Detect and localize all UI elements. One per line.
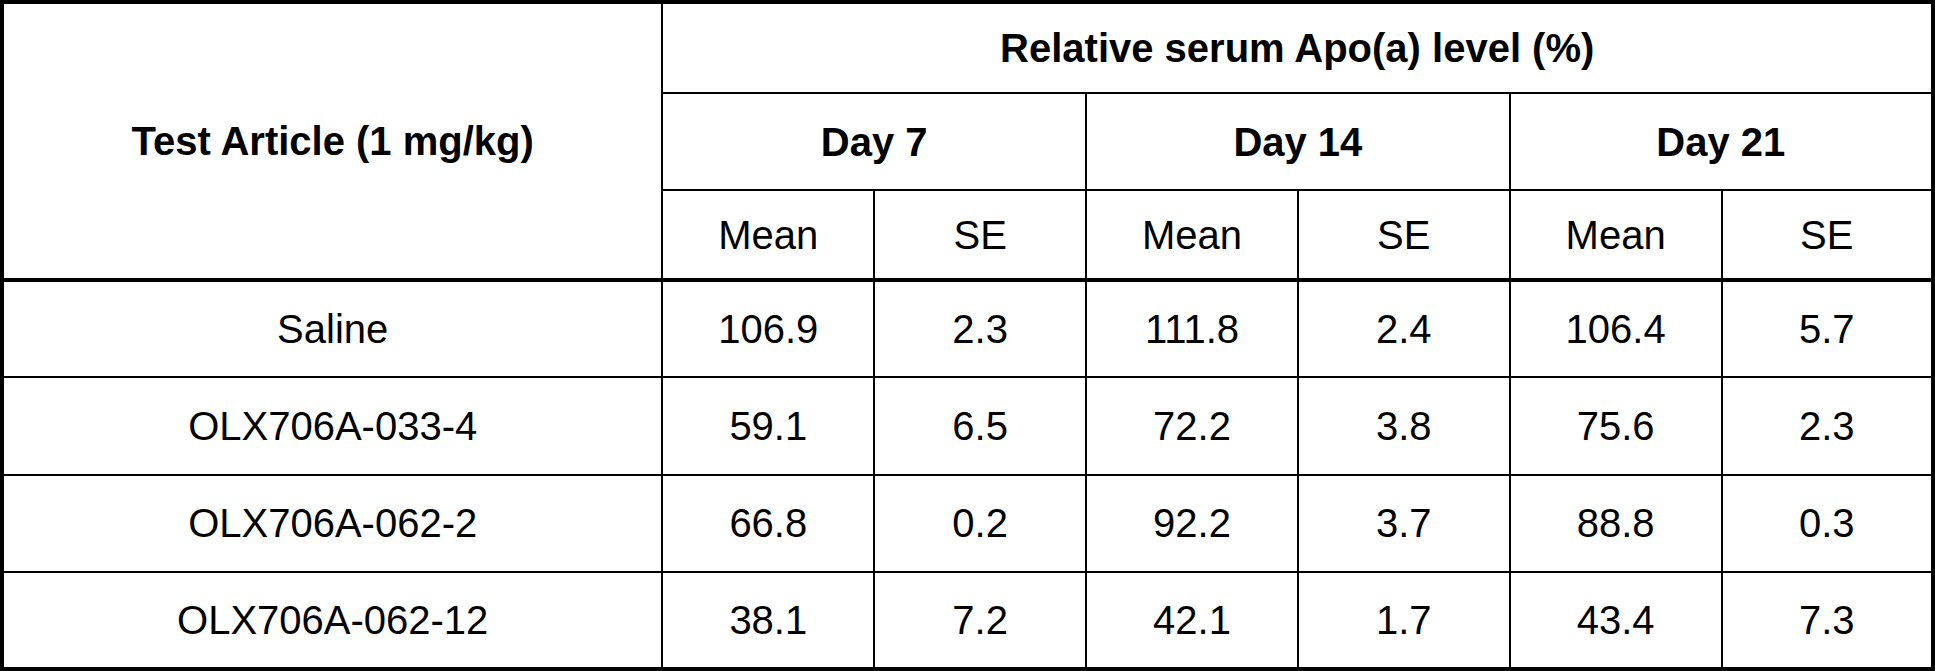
group-header-relative-serum-apoa: Relative serum Apo(a) level (%) xyxy=(662,2,1933,93)
cell-day21-se: 0.3 xyxy=(1722,475,1933,572)
corner-header-test-article: Test Article (1 mg/kg) xyxy=(2,2,662,280)
table-row-saline: Saline 106.9 2.3 111.8 2.4 106.4 5.7 xyxy=(2,280,1933,377)
day21-mean-header: Mean xyxy=(1510,190,1722,280)
day14-se-header: SE xyxy=(1298,190,1510,280)
cell-day14-se: 3.7 xyxy=(1298,475,1510,572)
cell-day14-mean: 111.8 xyxy=(1086,280,1298,377)
row-label: OLX706A-033-4 xyxy=(2,377,662,474)
cell-day7-mean: 59.1 xyxy=(662,377,874,474)
day7-header: Day 7 xyxy=(662,93,1086,190)
row-label: OLX706A-062-2 xyxy=(2,475,662,572)
table-body: Saline 106.9 2.3 111.8 2.4 106.4 5.7 OLX… xyxy=(2,280,1933,669)
table-row-olx706a-033-4: OLX706A-033-4 59.1 6.5 72.2 3.8 75.6 2.3 xyxy=(2,377,1933,474)
cell-day14-se: 1.7 xyxy=(1298,572,1510,669)
apo-a-results-table-container: Test Article (1 mg/kg) Relative serum Ap… xyxy=(0,0,1935,671)
day7-se-header: SE xyxy=(874,190,1086,280)
cell-day21-mean: 106.4 xyxy=(1510,280,1722,377)
cell-day14-se: 2.4 xyxy=(1298,280,1510,377)
cell-day7-mean: 106.9 xyxy=(662,280,874,377)
cell-day7-mean: 38.1 xyxy=(662,572,874,669)
day14-header: Day 14 xyxy=(1086,93,1510,190)
cell-day7-mean: 66.8 xyxy=(662,475,874,572)
cell-day21-mean: 43.4 xyxy=(1510,572,1722,669)
cell-day14-mean: 92.2 xyxy=(1086,475,1298,572)
cell-day14-se: 3.8 xyxy=(1298,377,1510,474)
cell-day7-se: 0.2 xyxy=(874,475,1086,572)
cell-day7-se: 2.3 xyxy=(874,280,1086,377)
cell-day21-se: 7.3 xyxy=(1722,572,1933,669)
group-header-row: Test Article (1 mg/kg) Relative serum Ap… xyxy=(2,2,1933,93)
day21-header: Day 21 xyxy=(1510,93,1933,190)
table-row-olx706a-062-12: OLX706A-062-12 38.1 7.2 42.1 1.7 43.4 7.… xyxy=(2,572,1933,669)
cell-day21-se: 2.3 xyxy=(1722,377,1933,474)
day21-se-header: SE xyxy=(1722,190,1933,280)
cell-day14-mean: 42.1 xyxy=(1086,572,1298,669)
row-label: OLX706A-062-12 xyxy=(2,572,662,669)
cell-day7-se: 6.5 xyxy=(874,377,1086,474)
cell-day14-mean: 72.2 xyxy=(1086,377,1298,474)
cell-day21-mean: 75.6 xyxy=(1510,377,1722,474)
table-row-olx706a-062-2: OLX706A-062-2 66.8 0.2 92.2 3.7 88.8 0.3 xyxy=(2,475,1933,572)
day14-mean-header: Mean xyxy=(1086,190,1298,280)
cell-day21-mean: 88.8 xyxy=(1510,475,1722,572)
table-header: Test Article (1 mg/kg) Relative serum Ap… xyxy=(2,2,1933,280)
cell-day7-se: 7.2 xyxy=(874,572,1086,669)
cell-day21-se: 5.7 xyxy=(1722,280,1933,377)
day7-mean-header: Mean xyxy=(662,190,874,280)
apo-a-results-table: Test Article (1 mg/kg) Relative serum Ap… xyxy=(0,0,1935,671)
row-label: Saline xyxy=(2,280,662,377)
